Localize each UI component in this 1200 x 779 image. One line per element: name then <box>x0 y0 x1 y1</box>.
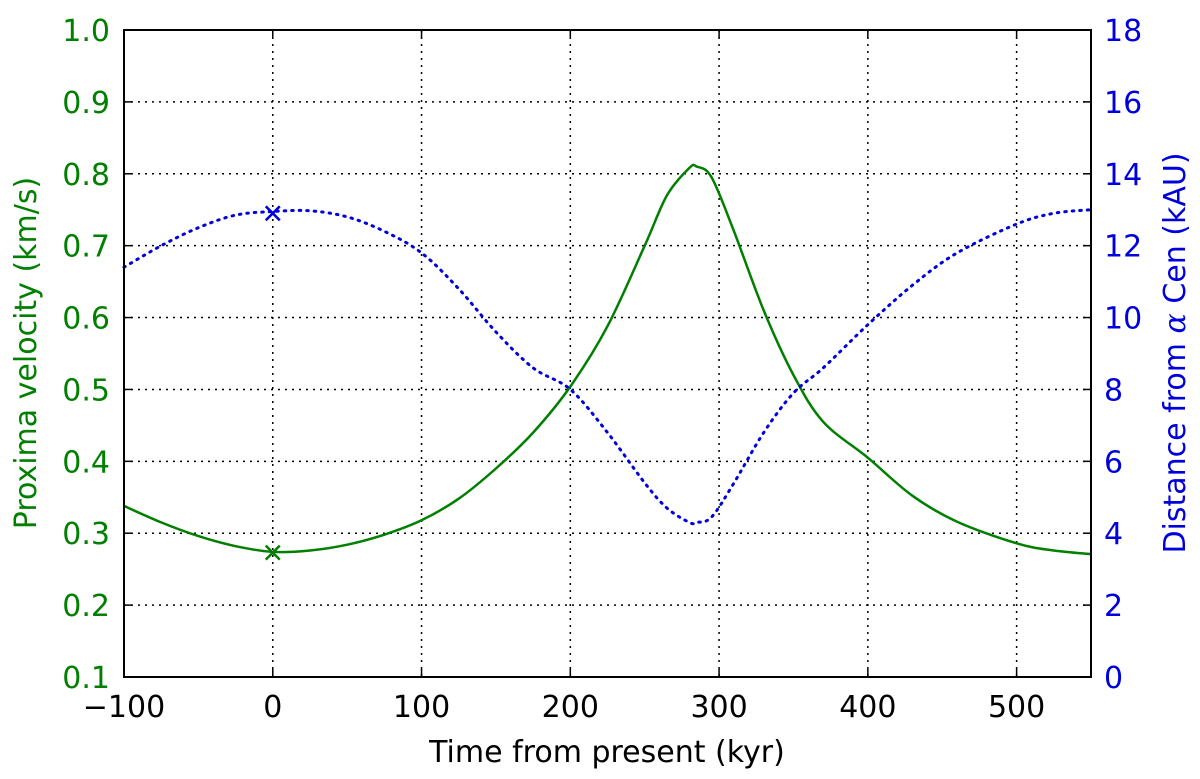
right-y-axis-label-prefix: Distance from <box>1158 333 1193 553</box>
right-y-tick-label: 0 <box>1104 661 1123 696</box>
ticks-layer: −100 0 100 200 300 400 5000.10.20.30.40.50.60.… <box>62 14 1142 725</box>
x-axis-label: Time from present (kyr) <box>428 735 785 770</box>
x-tick-label: −100 <box>83 690 165 725</box>
right-y-tick-label: 14 <box>1104 158 1142 193</box>
left-y-tick-label: 0.4 <box>62 445 110 480</box>
left-y-tick-label: 0.5 <box>62 373 110 408</box>
x-tick-label: 0 <box>263 690 282 725</box>
x-tick-label: 400 <box>839 690 896 725</box>
right-y-tick-label: 6 <box>1104 445 1123 480</box>
right-y-tick-label: 18 <box>1104 14 1142 49</box>
right-y-tick-label: 4 <box>1104 517 1123 552</box>
left-y-tick-label: 0.1 <box>62 661 110 696</box>
left-y-axis-label: Proxima velocity (km/s) <box>9 177 44 529</box>
gridlines <box>124 30 1091 677</box>
left-y-tick-label: 0.9 <box>62 86 110 121</box>
x-tick-label: 100 <box>393 690 450 725</box>
left-y-tick-label: 0.2 <box>62 589 110 624</box>
left-y-tick-label: 1.0 <box>62 14 110 49</box>
right-y-tick-label: 8 <box>1104 373 1123 408</box>
left-y-tick-label: 0.8 <box>62 158 110 193</box>
series-layer <box>122 163 1093 556</box>
left-y-tick-label: 0.6 <box>62 302 110 337</box>
alpha-symbol: α <box>1158 313 1193 333</box>
right-y-tick-label: 10 <box>1104 302 1142 337</box>
left-y-tick-label: 0.3 <box>62 517 110 552</box>
x-tick-label: 200 <box>542 690 599 725</box>
plot-frame <box>123 29 1092 678</box>
right-y-tick-label: 12 <box>1104 230 1142 265</box>
velocity-present-marker <box>264 544 281 561</box>
right-y-tick-label: 16 <box>1104 86 1142 121</box>
distance-series-line <box>122 208 1093 526</box>
right-y-axis-label: Distance from α Cen (kAU) <box>1158 152 1193 553</box>
x-tick-label: 300 <box>690 690 747 725</box>
x-tick-label: 500 <box>988 690 1045 725</box>
distance-present-marker <box>264 205 281 222</box>
marker-layer <box>264 205 281 561</box>
left-y-tick-label: 0.7 <box>62 230 110 265</box>
right-y-axis-label-suffix: Cen (kAU) <box>1158 152 1193 313</box>
velocity-series-line <box>123 163 1092 556</box>
right-y-tick-label: 2 <box>1104 589 1123 624</box>
